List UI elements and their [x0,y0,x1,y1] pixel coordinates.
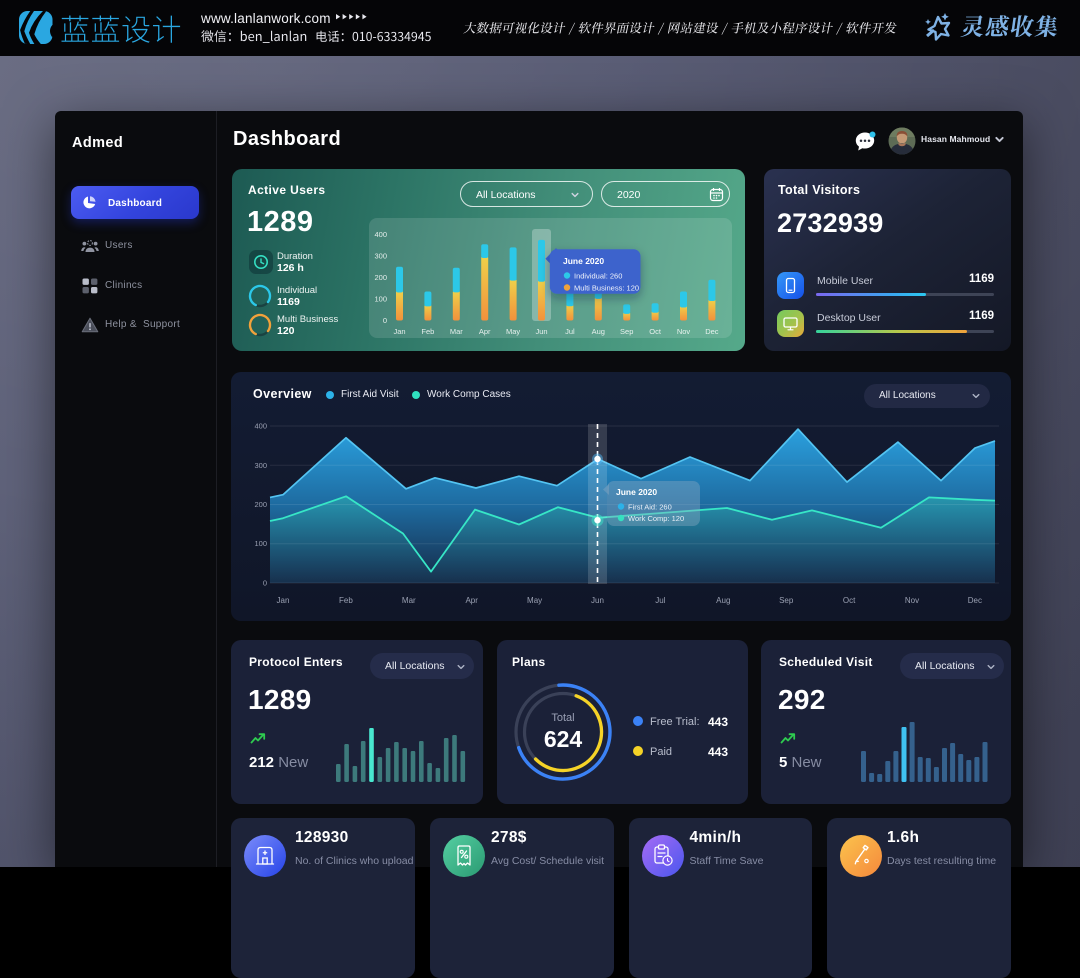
svg-text:Jan: Jan [277,596,290,605]
svg-text:100: 100 [374,295,387,304]
svg-text:Jul: Jul [565,327,575,336]
svg-text:Mar: Mar [450,327,463,336]
svg-text:0: 0 [263,579,267,588]
svg-text:Sep: Sep [620,327,633,336]
svg-text:Nov: Nov [905,596,919,605]
svg-text:Sep: Sep [779,596,794,605]
svg-text:200: 200 [374,273,387,282]
svg-text:Oct: Oct [843,596,856,605]
svg-text:0: 0 [383,316,387,325]
svg-text:300: 300 [374,252,387,261]
svg-text:Jun: Jun [535,327,547,336]
svg-text:June 2020: June 2020 [616,487,657,497]
svg-text:Aug: Aug [716,596,730,605]
svg-text:Jun: Jun [591,596,604,605]
svg-text:Multi Business: 120: Multi Business: 120 [574,284,639,293]
svg-text:Feb: Feb [421,327,434,336]
svg-text:Dec: Dec [705,327,719,336]
svg-text:400: 400 [254,422,267,431]
svg-text:June 2020: June 2020 [563,256,604,266]
svg-text:200: 200 [254,500,267,509]
svg-text:Dec: Dec [968,596,982,605]
svg-text:Feb: Feb [339,596,353,605]
svg-text:Individual: 260: Individual: 260 [574,272,622,281]
svg-text:First Aid: 260: First Aid: 260 [628,503,672,512]
svg-text:Work Comp: 120: Work Comp: 120 [628,514,684,523]
svg-text:Apr: Apr [479,327,491,336]
svg-text:300: 300 [254,461,267,470]
svg-text:Jan: Jan [393,327,405,336]
svg-text:Mar: Mar [402,596,416,605]
svg-text:Oct: Oct [649,327,662,336]
svg-text:100: 100 [254,539,267,548]
svg-text:Apr: Apr [465,596,478,605]
svg-text:Nov: Nov [677,327,691,336]
svg-text:Jul: Jul [655,596,665,605]
svg-text:May: May [506,327,520,336]
svg-text:Aug: Aug [592,327,605,336]
svg-text:May: May [527,596,542,605]
svg-text:400: 400 [374,230,387,239]
